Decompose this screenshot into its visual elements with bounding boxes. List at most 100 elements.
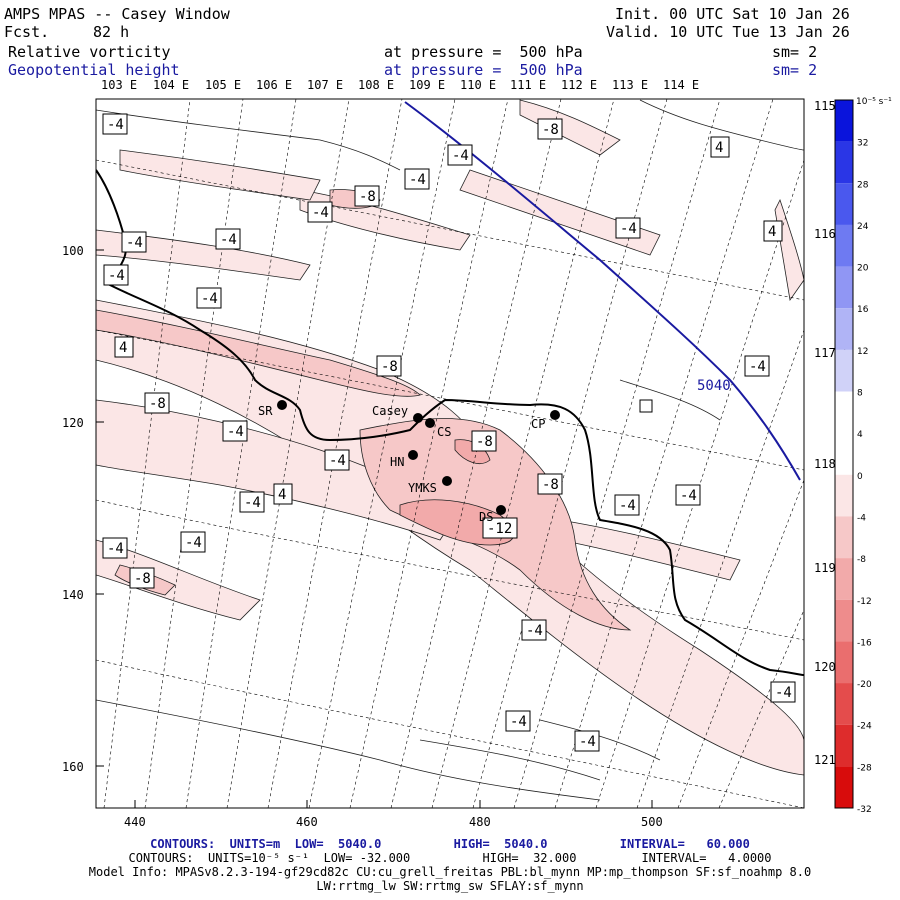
vort-label: 4 <box>710 136 730 158</box>
colorbar-swatch <box>835 474 853 517</box>
height-contour-label: 5040 <box>697 378 731 394</box>
station-label: YMKS <box>408 481 437 495</box>
vort-label: -4 <box>307 201 333 223</box>
stations: SR Casey CS CP HN YMKS DS <box>258 400 560 524</box>
svg-text:-4: -4 <box>329 453 346 469</box>
y-tick-label: 100 <box>62 244 84 258</box>
svg-text:4: 4 <box>715 140 723 156</box>
vort-label: -8 <box>354 185 380 207</box>
lon-label: 108 E <box>358 78 394 92</box>
lon-label: 105 E <box>205 78 241 92</box>
colorbar-swatch <box>835 766 853 808</box>
colorbar-tick-label: -16 <box>857 638 872 648</box>
lon-label: 114 E <box>663 78 699 92</box>
vort-label: -4 <box>324 449 350 471</box>
svg-text:-4: -4 <box>620 221 637 237</box>
svg-text:-4: -4 <box>107 117 124 133</box>
vort-label: -8 <box>537 473 563 495</box>
lon-label: 104 E <box>153 78 189 92</box>
svg-text:-8: -8 <box>149 396 166 412</box>
colorbar-tick-label: 0 <box>857 472 863 482</box>
vorticity-contours <box>96 99 804 801</box>
vort-label: -8 <box>471 430 497 452</box>
colorbar-swatch <box>835 433 853 475</box>
colorbar-swatch <box>835 224 853 267</box>
vort-label: -8 <box>376 355 402 377</box>
footer-height-contours: CONTOURS: UNITS=m LOW= 5040.0 HIGH= 5040… <box>150 837 750 851</box>
lon-label: 111 E <box>510 78 546 92</box>
vort-label: -4 <box>744 355 770 377</box>
colorbar-swatch <box>835 391 853 434</box>
colorbar-tick-label: -4 <box>857 513 866 523</box>
svg-text:-4: -4 <box>452 148 469 164</box>
field2-level: at pressure = 500 hPa <box>384 61 583 79</box>
colorbar-swatch <box>835 683 853 725</box>
svg-text:-4: -4 <box>107 541 124 557</box>
lon-label: 110 E <box>460 78 496 92</box>
vort-label: -4 <box>447 144 473 166</box>
station-label: DS <box>479 510 493 524</box>
height-contour-5040 <box>404 101 801 481</box>
top-longitude-labels: 103 E 104 E 105 E 106 E 107 E 108 E 109 … <box>101 78 699 92</box>
vort-label: -4 <box>770 681 796 703</box>
colorbar: 32 28 24 20 16 12 8 4 0 -4 -8 -12 -16 -20 -24 -28 -32 <box>834 99 872 815</box>
station-marker <box>277 400 287 410</box>
svg-text:-4: -4 <box>526 623 543 639</box>
footer-model-info: Model Info: MPASv8.2.3-194-gf29cd82c CU:… <box>88 865 812 879</box>
vort-label: -4 <box>103 264 129 286</box>
vort-label <box>639 399 653 413</box>
lat-lon-grid <box>96 99 804 808</box>
vort-label: -4 <box>505 710 531 732</box>
footer-vorticity-contours: CONTOURS: UNITS=10⁻⁵ s⁻¹ LOW= -32.000 HI… <box>128 851 772 865</box>
vort-label: -4 <box>222 420 248 442</box>
station-marker <box>550 410 560 420</box>
colorbar-tick-label: 20 <box>857 264 869 274</box>
vort-label: -4 <box>196 287 222 309</box>
vort-label: -8 <box>144 392 170 414</box>
lon-label: 113 E <box>612 78 648 92</box>
svg-text:-4: -4 <box>749 359 766 375</box>
vort-label: -4 <box>102 537 128 559</box>
colorbar-swatch <box>835 308 853 350</box>
forecast-label: Fcst. <box>4 23 50 41</box>
vorticity-labels: -4 -8 -4 4 -4 -8 -4 -4 4 -4 -4 -4 -4 4 -… <box>102 113 796 752</box>
field2-name: Geopotential height <box>8 61 180 79</box>
vort-label: 4 <box>763 220 783 242</box>
svg-text:-4: -4 <box>619 498 636 514</box>
svg-text:-4: -4 <box>220 232 237 248</box>
svg-text:-8: -8 <box>542 122 559 138</box>
vort-label: -4 <box>102 113 128 135</box>
valid-time: Valid. 10 UTC Tue 13 Jan 26 <box>606 23 850 41</box>
svg-text:-4: -4 <box>227 424 244 440</box>
svg-text:-8: -8 <box>542 477 559 493</box>
svg-text:-4: -4 <box>579 734 596 750</box>
station-marker <box>408 450 418 460</box>
vort-label: -4 <box>239 491 265 513</box>
station-label: SR <box>258 404 273 418</box>
svg-text:4: 4 <box>278 487 286 503</box>
colorbar-tick-label: 4 <box>857 430 863 440</box>
lon-label: 107 E <box>307 78 343 92</box>
footer-physics: LW:rrtmg_lw SW:rrtmg_sw SFLAY:sf_mynn <box>316 879 584 893</box>
lon-label: 106 E <box>256 78 292 92</box>
colorbar-swatch <box>835 558 853 600</box>
svg-text:-4: -4 <box>312 205 329 221</box>
field2-smoothing: sm= 2 <box>772 61 818 79</box>
forecast-hour: 82 h <box>93 23 130 41</box>
colorbar-tick-label: -28 <box>857 763 872 773</box>
colorbar-swatch <box>835 599 853 642</box>
vort-label: -4 <box>614 494 640 516</box>
colorbar-swatch <box>835 266 853 309</box>
title: AMPS MPAS -- Casey Window <box>4 5 230 23</box>
svg-text:-12: -12 <box>487 521 512 537</box>
colorbar-swatch <box>835 183 853 225</box>
x-axis: 440 460 480 500 <box>124 800 663 829</box>
vort-label: -4 <box>180 531 206 553</box>
svg-text:-4: -4 <box>775 685 792 701</box>
x-tick-label: 440 <box>124 815 146 829</box>
colorbar-tick-label: -20 <box>857 680 872 690</box>
colorbar-tick-label: 12 <box>857 347 868 357</box>
colorbar-unit: 10⁻⁵ s⁻¹ <box>856 97 892 107</box>
svg-text:-4: -4 <box>108 268 125 284</box>
